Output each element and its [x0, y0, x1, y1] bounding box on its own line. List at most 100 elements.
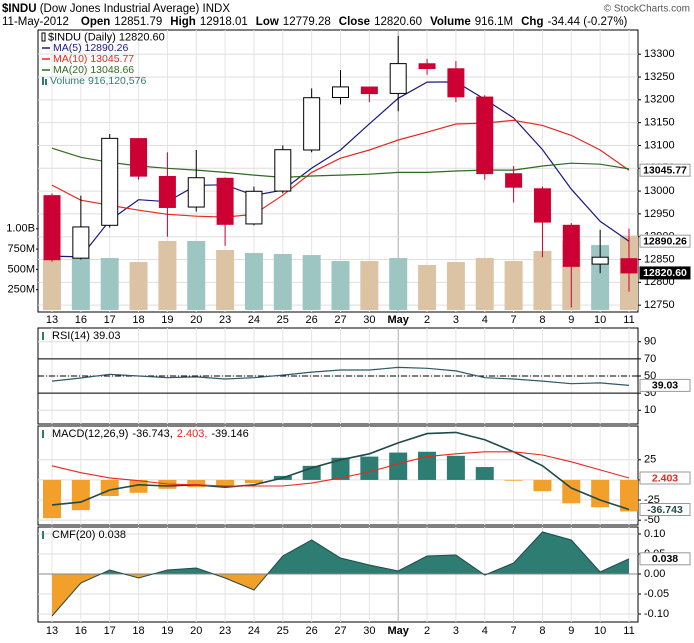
- y-tick-label: 13300: [644, 48, 675, 60]
- x-tick-label: 18: [132, 314, 144, 326]
- candle-body: [332, 86, 349, 99]
- indicator-line: [51, 431, 630, 511]
- candle-body: [245, 190, 263, 225]
- panel-title: MACD(12,26,9) -36.743, 2.403, -39.146: [52, 428, 249, 440]
- volume-bar: [129, 262, 148, 310]
- last-value-box: [639, 266, 691, 280]
- volume-bar: [187, 240, 206, 310]
- title-value: -39.146: [211, 428, 248, 440]
- volume-bar: [360, 261, 379, 310]
- x-tick-label: 20: [190, 314, 202, 326]
- legend-entry: MA(10) 13045.77: [53, 53, 134, 65]
- candle-body: [216, 177, 234, 225]
- candle-body: [130, 138, 148, 177]
- last-value-box: [639, 378, 691, 392]
- volume-bar: [475, 258, 494, 310]
- field-value: -34.44 (-0.27%): [547, 16, 627, 28]
- histogram-bar: [100, 479, 119, 497]
- y-tick-label: 13000: [644, 185, 675, 197]
- candle-body: [43, 195, 61, 261]
- y-tick-label: -0.10: [644, 608, 669, 620]
- y-tick-label: -25: [644, 494, 660, 506]
- x-tick-label: 23: [219, 625, 231, 637]
- x-tick-label: 25: [277, 625, 289, 637]
- moving-average-line: [51, 147, 630, 179]
- credit: © StockCharts.com: [604, 4, 690, 15]
- y-tick-label: 25: [644, 454, 656, 466]
- legend-candle-icon: [41, 32, 46, 42]
- volume-bar: [331, 261, 350, 310]
- histogram-bar: [562, 479, 581, 504]
- x-tick-label: 19: [161, 314, 173, 326]
- field-label: High: [170, 16, 196, 28]
- x-tick-label: 2: [424, 625, 430, 637]
- y-tick-label: -50: [644, 514, 660, 526]
- candle-body: [447, 68, 465, 98]
- indicator-line: [51, 531, 630, 617]
- x-tick-label: 3: [453, 314, 459, 326]
- volume-bar: [302, 255, 321, 310]
- title-value: -36.743,: [132, 428, 172, 440]
- y-tick-label: 90: [644, 336, 656, 348]
- histogram-bar: [71, 479, 90, 511]
- x-tick-label: 25: [277, 314, 289, 326]
- last-value-box: [639, 552, 691, 566]
- field-label: Open: [81, 16, 110, 28]
- y-tick-label: 12850: [644, 253, 675, 265]
- last-value-label: 12820.60: [643, 267, 687, 279]
- y-tick-label: 10: [644, 404, 656, 416]
- x-tick-label: 18: [132, 625, 144, 637]
- x-tick-label: 2: [424, 314, 430, 326]
- x-tick-label: 7: [511, 314, 517, 326]
- x-tick-label: 16: [75, 314, 87, 326]
- x-tick-label: 19: [161, 625, 173, 637]
- candle-body: [505, 173, 523, 188]
- exchange: INDX: [203, 3, 231, 15]
- volume-bar: [100, 258, 119, 310]
- last-value-box: [639, 163, 691, 177]
- volume-bar: [446, 262, 465, 310]
- candle-body: [620, 258, 638, 274]
- legend-entry: MA(20) 13048.66: [53, 64, 134, 76]
- histogram-bar: [504, 479, 523, 481]
- histogram-bar: [389, 452, 408, 480]
- field-value: 916.1M: [475, 16, 513, 28]
- candle-body: [360, 86, 378, 95]
- volume-bar: [273, 253, 292, 310]
- histogram-bar: [620, 479, 638, 512]
- x-tick-label: May: [387, 625, 409, 637]
- x-tick-label: 24: [248, 314, 260, 326]
- candle-body: [591, 256, 609, 265]
- title-text: MACD(12,26,9): [52, 428, 128, 440]
- volume-tick-label: 250M: [7, 284, 35, 296]
- x-tick-label: 4: [482, 314, 488, 326]
- x-tick-label: 24: [248, 625, 260, 637]
- moving-average-line: [51, 119, 630, 218]
- candle-body: [562, 224, 580, 267]
- field-value: 12851.79: [114, 16, 162, 28]
- y-tick-label: 13150: [644, 117, 675, 129]
- candle-body: [101, 137, 119, 226]
- candle-body: [476, 96, 494, 175]
- volume-bar: [43, 259, 61, 310]
- x-tick-label: 17: [104, 314, 116, 326]
- x-tick-label: 8: [539, 625, 545, 637]
- x-tick-label: 30: [363, 314, 375, 326]
- x-tick-label: 3: [453, 625, 459, 637]
- field-label: Volume: [430, 16, 471, 28]
- volume-tick-label: 500M: [7, 263, 35, 275]
- field-value: 12820.60: [374, 16, 422, 28]
- field-label: Chg: [521, 16, 543, 28]
- volume-bar: [504, 261, 523, 310]
- x-tick-label: 9: [568, 314, 574, 326]
- last-value-label: 2.403: [652, 472, 678, 484]
- title-icon: [42, 430, 44, 438]
- volume-bar: [71, 258, 90, 310]
- histogram-bar: [591, 479, 610, 508]
- legend-entry: Volume 916,120,576: [50, 75, 146, 87]
- volume-bar: [158, 240, 177, 310]
- x-tick-label: 27: [334, 625, 346, 637]
- x-tick-label: 13: [46, 625, 58, 637]
- candle-body: [158, 175, 176, 208]
